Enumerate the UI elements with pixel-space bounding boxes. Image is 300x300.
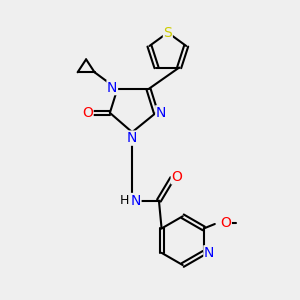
Text: H: H [120,194,129,207]
Text: O: O [171,170,182,184]
Text: O: O [82,106,93,120]
Text: N: N [204,246,214,260]
Text: N: N [130,194,141,208]
Text: N: N [156,106,166,120]
Text: O: O [220,216,231,230]
Text: N: N [127,131,137,145]
Text: N: N [107,81,117,94]
Text: S: S [164,26,172,40]
